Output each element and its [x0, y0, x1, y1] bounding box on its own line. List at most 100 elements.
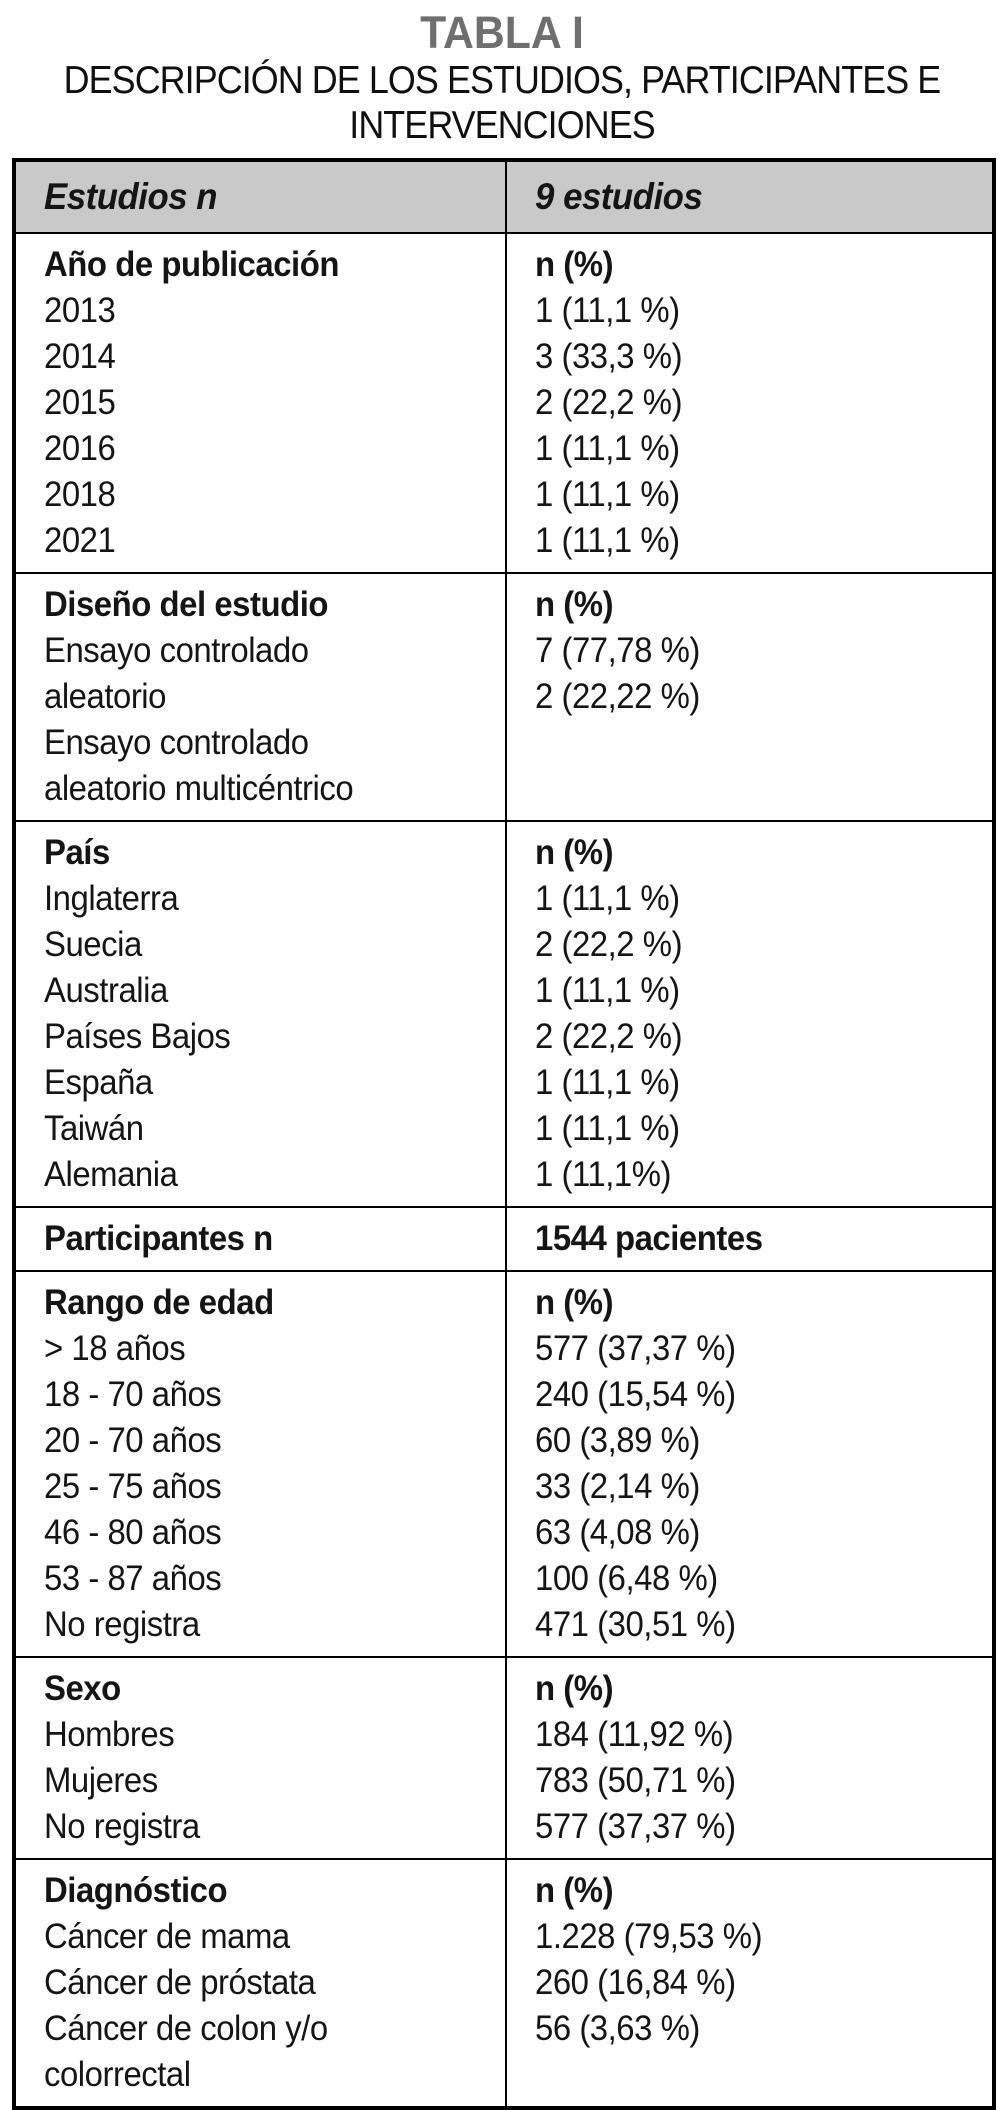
table-row: Participantes n 1544 pacientes: [13, 1206, 995, 1272]
values-header: 1544 pacientes: [535, 1219, 763, 1258]
cell-line: 2014: [44, 337, 116, 376]
cell-line: Ensayo controlado: [44, 631, 309, 670]
cell-line: Cáncer de colon y/o: [44, 2009, 328, 2048]
cell-line: España: [44, 1063, 153, 1102]
cell-line: 2 (22,2 %): [535, 925, 683, 964]
cell-line: 18 - 70 años: [44, 1375, 222, 1414]
cell-line: 100 (6,48 %): [535, 1559, 718, 1598]
cell-line: 46 - 80 años: [44, 1513, 222, 1552]
category-cell: Sexo Hombres Mujeres No registra: [13, 1656, 507, 1860]
table-subtitle-line-2: INTERVENCIONES: [349, 104, 655, 147]
cell-line: 471 (30,51 %): [535, 1605, 736, 1644]
values-header: n (%): [535, 585, 614, 624]
cell-line: No registra: [44, 1605, 200, 1644]
cell-line: 577 (37,37 %): [535, 1807, 736, 1846]
values-cell: n (%) 1 (11,1 %) 3 (33,3 %) 2 (22,2 %) 1 (11…: [505, 232, 995, 574]
table-row: País Inglaterra Suecia Australia Países Bajo…: [13, 820, 995, 1208]
table-header-row: Estudios n 9 estudios: [13, 159, 995, 234]
category-cell: Año de publicación 2013 2014 2015 2016 2018 20…: [13, 232, 507, 574]
cell-line: 2018: [44, 475, 116, 514]
section-title: País: [44, 833, 110, 872]
section-title: Año de publicación: [44, 245, 339, 284]
cell-line: 53 - 87 años: [44, 1559, 222, 1598]
table-row: Diseño del estudio Ensayo controlado aleat…: [13, 572, 995, 822]
header-cell-estudios: Estudios n: [13, 159, 507, 234]
cell-line: Cáncer de próstata: [44, 1963, 316, 2002]
cell-line: 783 (50,71 %): [535, 1761, 736, 1800]
cell-line: 1 (11,1 %): [535, 429, 680, 468]
cell-line: 1 (11,1 %): [535, 879, 680, 918]
cell-line: > 18 años: [44, 1329, 186, 1368]
cell-line: Hombres: [44, 1715, 175, 1754]
category-cell: Rango de edad > 18 años 18 - 70 años 20 - 7…: [13, 1270, 507, 1658]
table-title: TABLA I: [420, 7, 584, 58]
cell-line: 260 (16,84 %): [535, 1963, 736, 2002]
section-title: Participantes n: [44, 1219, 273, 1258]
cell-line: 3 (33,3 %): [535, 337, 683, 376]
section-title: Diagnóstico: [44, 1871, 228, 1910]
cell-line: aleatorio multicéntrico: [44, 769, 354, 808]
table-subtitle-line-1: DESCRIPCIÓN DE LOS ESTUDIOS, PARTICIPANT…: [63, 59, 942, 102]
header-label: Estudios n: [44, 176, 218, 217]
cell-line: 33 (2,14 %): [535, 1467, 700, 1506]
table-row: Año de publicación 2013 2014 2015 2016 2018 20…: [13, 232, 995, 574]
cell-line: 60 (3,89 %): [535, 1421, 700, 1460]
category-cell: Diagnóstico Cáncer de mama Cáncer de próst…: [13, 1858, 507, 2109]
cell-line: 2 (22,2 %): [535, 383, 683, 422]
category-cell: Participantes n: [13, 1206, 507, 1272]
values-header: n (%): [535, 245, 614, 284]
section-title: Sexo: [44, 1669, 121, 1708]
cell-line: 56 (3,63 %): [535, 2009, 700, 2048]
cell-line: Taiwán: [44, 1109, 144, 1148]
cell-line: 25 - 75 años: [44, 1467, 222, 1506]
cell-line: 1 (11,1 %): [535, 1109, 680, 1148]
table-row: Sexo Hombres Mujeres No registra n (%) 184 (1…: [13, 1656, 995, 1860]
cell-line: Cáncer de mama: [44, 1917, 290, 1956]
header-cell-count: 9 estudios: [505, 159, 995, 234]
cell-line: 184 (11,92 %): [535, 1715, 734, 1754]
values-cell: n (%) 7 (77,78 %) 2 (22,22 %): [505, 572, 995, 822]
cell-line: Inglaterra: [44, 879, 179, 918]
cell-line: colorrectal: [44, 2055, 191, 2094]
section-title: Rango de edad: [44, 1283, 274, 1322]
cell-line: 63 (4,08 %): [535, 1513, 700, 1552]
cell-line: 2 (22,2 %): [535, 1017, 683, 1056]
cell-line: 2015: [44, 383, 116, 422]
cell-line: Ensayo controlado: [44, 723, 309, 762]
cell-line: 1.228 (79,53 %): [535, 1917, 763, 1956]
values-header: n (%): [535, 833, 614, 872]
cell-line: 1 (11,1 %): [535, 1063, 680, 1102]
cell-line: 240 (15,54 %): [535, 1375, 736, 1414]
cell-line: 1 (11,1 %): [535, 475, 680, 514]
cell-line: 1 (11,1 %): [535, 291, 680, 330]
cell-line: Alemania: [44, 1155, 178, 1194]
cell-line: 2016: [44, 429, 116, 468]
cell-line: 20 - 70 años: [44, 1421, 222, 1460]
cell-line: 1 (11,1%): [535, 1155, 671, 1194]
cell-line: 2013: [44, 291, 116, 330]
section-title: Diseño del estudio: [44, 585, 329, 624]
table-row: Diagnóstico Cáncer de mama Cáncer de próst…: [13, 1858, 995, 2109]
cell-line: 2021: [44, 521, 116, 560]
cell-line: 2 (22,22 %): [535, 677, 700, 716]
values-cell: n (%) 184 (11,92 %) 783 (50,71 %) 577 (37,3…: [505, 1656, 995, 1860]
cell-line: Países Bajos: [44, 1017, 231, 1056]
values-header: n (%): [535, 1871, 614, 1910]
cell-line: No registra: [44, 1807, 200, 1846]
table-caption: TABLA I DESCRIPCIÓN DE LOS ESTUDIOS, PAR…: [0, 8, 1004, 148]
category-cell: País Inglaterra Suecia Australia Países Bajo…: [13, 820, 507, 1208]
values-cell: n (%) 577 (37,37 %) 240 (15,54 %) 60 (3,89 …: [505, 1270, 995, 1658]
table-row: Rango de edad > 18 años 18 - 70 años 20 - 7…: [13, 1270, 995, 1658]
cell-line: Australia: [44, 971, 168, 1010]
cell-line: 1 (11,1 %): [535, 971, 680, 1010]
values-header: n (%): [535, 1669, 614, 1708]
values-cell: 1544 pacientes: [505, 1206, 995, 1272]
cell-line: Mujeres: [44, 1761, 158, 1800]
studies-table: Estudios n 9 estudios Año de publicación…: [12, 158, 996, 2110]
category-cell: Diseño del estudio Ensayo controlado aleat…: [13, 572, 507, 822]
cell-line: Suecia: [44, 925, 142, 964]
cell-line: 7 (77,78 %): [535, 631, 700, 670]
header-value: 9 estudios: [535, 176, 703, 217]
values-cell: n (%) 1.228 (79,53 %) 260 (16,84 %) 56 (3,6…: [505, 1858, 995, 2109]
